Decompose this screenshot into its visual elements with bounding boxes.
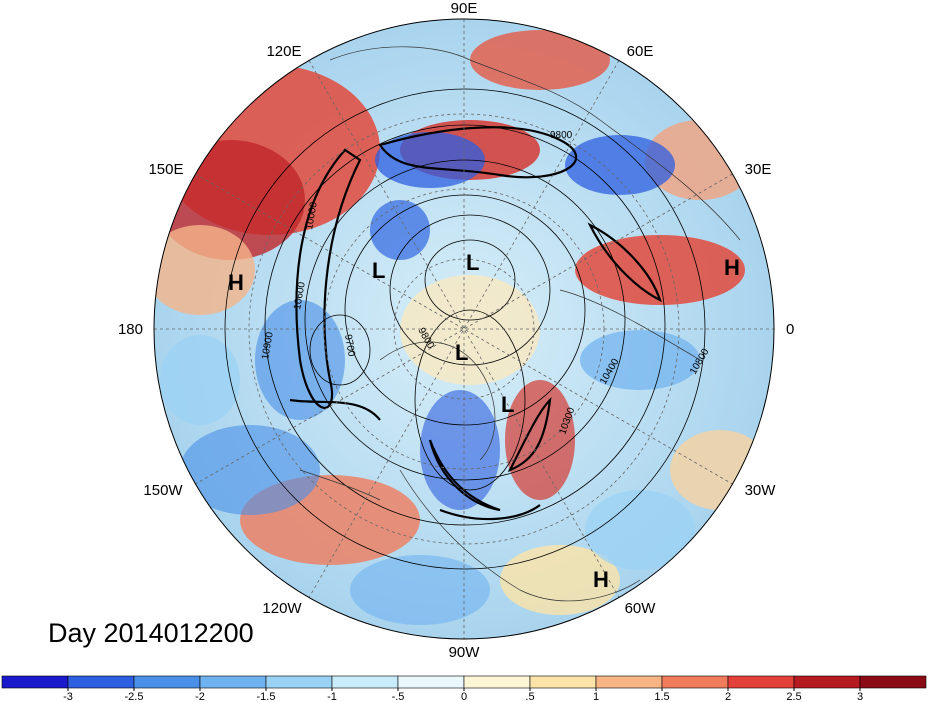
jet-contour bbox=[587, 222, 662, 303]
longitude-label: 30W bbox=[745, 482, 777, 499]
colorbar-tick-label: -2 bbox=[195, 691, 205, 702]
colorbar-tick-label: 1 bbox=[593, 691, 599, 702]
colorbar-tick-label: 2 bbox=[725, 691, 731, 702]
meridian-150e-30w bbox=[195, 173, 733, 485]
longitude-label: 90E bbox=[451, 0, 478, 17]
cold-anomaly bbox=[565, 135, 675, 195]
colorbar-tick-label: 3 bbox=[857, 691, 863, 702]
colorbar-swatch bbox=[133, 675, 201, 689]
cold-anomaly bbox=[580, 330, 700, 390]
contour-line bbox=[389, 214, 551, 366]
contour-label: 10000 bbox=[304, 201, 320, 231]
cold-anomaly bbox=[420, 390, 500, 510]
longitude-label: 0 bbox=[786, 321, 794, 338]
longitude-label: 120W bbox=[262, 600, 302, 617]
longitude-label: 150W bbox=[143, 482, 183, 499]
coastline bbox=[559, 289, 701, 361]
anomaly-field bbox=[154, 30, 770, 625]
coastlines bbox=[299, 46, 741, 602]
colorbar-tick-label: 2.5 bbox=[786, 691, 801, 702]
colorbar-swatch bbox=[397, 675, 465, 689]
contour-label: 10600 bbox=[292, 281, 308, 311]
jet-contour bbox=[428, 439, 501, 512]
meridian-60e-120w bbox=[308, 60, 620, 598]
longitude-label: 60E bbox=[627, 43, 654, 60]
high-pressure-marker: H bbox=[228, 270, 244, 295]
warm-anomaly bbox=[500, 545, 620, 615]
figure-title: Day 2014012200 bbox=[48, 618, 254, 648]
cold-anomaly bbox=[370, 200, 430, 260]
longitude-label: 90W bbox=[449, 644, 481, 661]
jet-contour bbox=[507, 396, 552, 473]
warm-anomaly bbox=[470, 30, 610, 90]
contour-line bbox=[309, 314, 371, 386]
colorbar-tick-label: .5 bbox=[525, 691, 534, 702]
colorbar-tick-label: 1.5 bbox=[654, 691, 669, 702]
contour-line bbox=[304, 159, 626, 481]
contour-label: 10900 bbox=[260, 331, 276, 361]
colorbar-swatch bbox=[1, 675, 69, 689]
low-pressure-marker: L bbox=[501, 392, 514, 417]
colorbar-tick-label: -.5 bbox=[392, 691, 405, 702]
low-pressure-marker: L bbox=[466, 250, 479, 275]
jet-contour bbox=[289, 398, 381, 421]
cold-anomaly bbox=[180, 425, 320, 515]
colorbar-swatch bbox=[793, 675, 861, 689]
cold-anomaly bbox=[375, 132, 485, 188]
meridian-120e-60w bbox=[308, 60, 620, 598]
colorbar-swatch bbox=[727, 675, 795, 689]
jet-contour bbox=[378, 126, 578, 179]
colorbar-tick-label: -1 bbox=[327, 691, 337, 702]
cold-anomaly bbox=[585, 490, 695, 570]
colorbar-swatch bbox=[859, 675, 927, 689]
coastline bbox=[379, 341, 496, 461]
colorbar-swatch bbox=[67, 675, 135, 689]
coastline bbox=[329, 46, 741, 241]
longitude-label: 120E bbox=[266, 43, 301, 60]
contour-line bbox=[344, 194, 586, 426]
colorbar-swatch bbox=[265, 675, 333, 689]
contour-label: 9800 bbox=[550, 130, 573, 141]
contour-line bbox=[414, 309, 526, 491]
graticule bbox=[154, 19, 774, 639]
contour-label: 9700 bbox=[342, 334, 357, 358]
high-pressure-marker: H bbox=[593, 567, 609, 592]
coastline bbox=[299, 469, 381, 501]
colorbar-tick-label: -2.5 bbox=[125, 691, 144, 702]
colorbar-swatch bbox=[529, 675, 597, 689]
meridian-30e-150w bbox=[195, 173, 733, 485]
colorbar-swatch bbox=[463, 675, 531, 689]
colorbar-swatch bbox=[595, 675, 663, 689]
contour-line bbox=[224, 88, 706, 570]
jet-contour bbox=[295, 148, 362, 409]
cold-anomaly bbox=[160, 335, 240, 425]
low-pressure-marker: L bbox=[372, 258, 385, 283]
contour-line bbox=[264, 124, 666, 526]
warm-anomaly bbox=[575, 235, 745, 305]
low-pressure-marker: L bbox=[455, 340, 468, 365]
contour-line bbox=[424, 239, 516, 321]
map-boundary bbox=[153, 18, 775, 640]
cold-anomaly bbox=[350, 555, 490, 625]
high-pressure-marker: H bbox=[724, 255, 740, 280]
longitude-label: 150E bbox=[148, 161, 183, 178]
longitude-label: 180 bbox=[118, 321, 143, 338]
colorbar: -3 -2.5 -2 -1.5 -1 -.5 0 .5 1 1.5 2 2.5 3 bbox=[1, 675, 927, 702]
longitude-label: 60W bbox=[625, 600, 657, 617]
longitude-label: 30E bbox=[745, 161, 772, 178]
jet-contour bbox=[439, 504, 541, 521]
colorbar-tick-label: -3 bbox=[63, 691, 73, 702]
colorbar-swatch bbox=[199, 675, 267, 689]
colorbar-tick-label: -1.5 bbox=[257, 691, 276, 702]
colorbar-tick-label: 0 bbox=[461, 691, 467, 702]
coastline bbox=[399, 469, 641, 602]
colorbar-swatch bbox=[331, 675, 399, 689]
colorbar-swatch bbox=[661, 675, 729, 689]
height-contours bbox=[224, 88, 706, 570]
